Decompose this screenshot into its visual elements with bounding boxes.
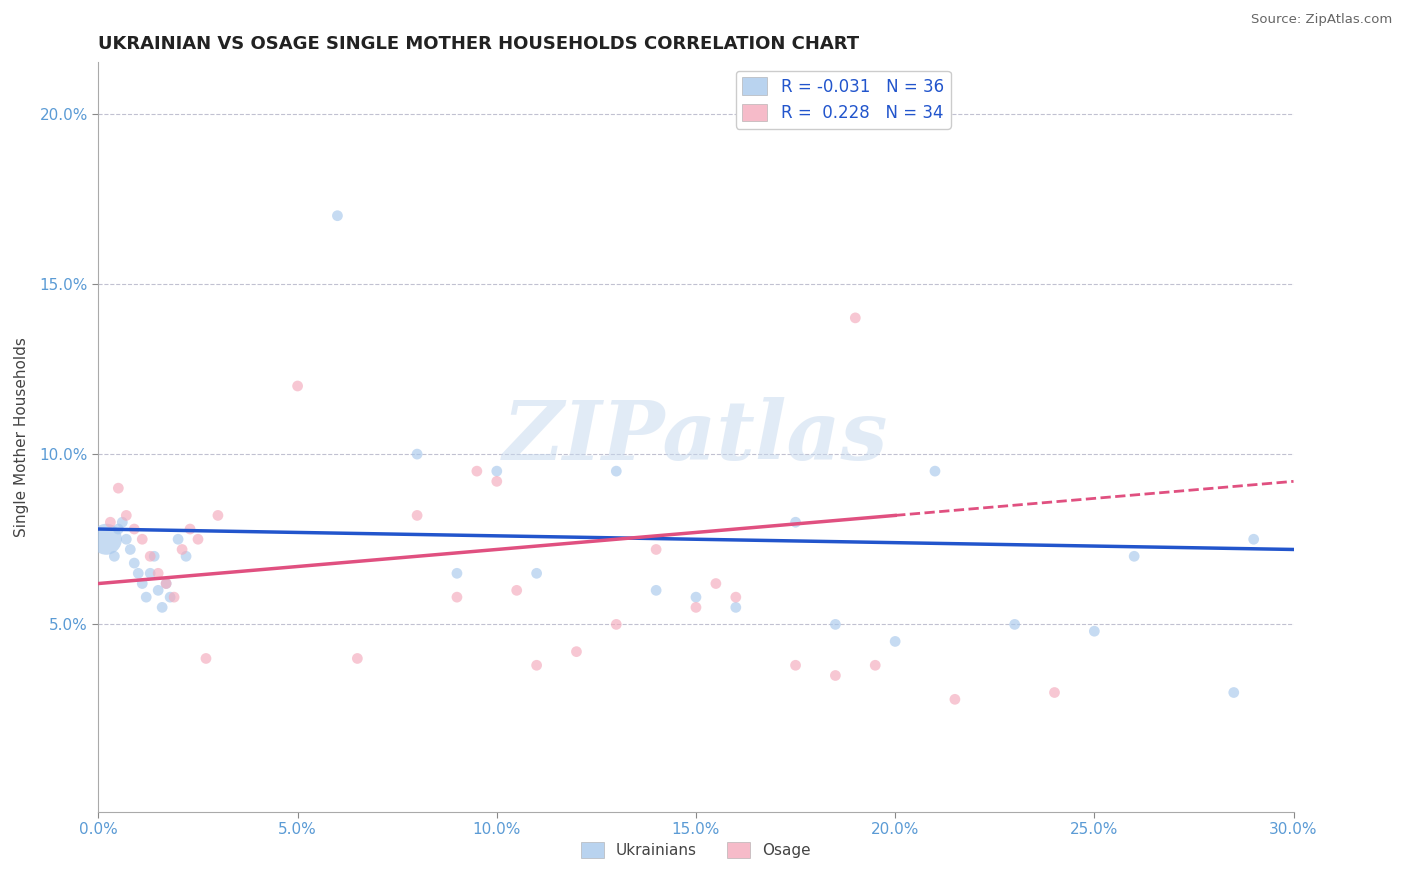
Point (179, 522, 201, 536)
Point (131, 576, 153, 591)
Point (155, 576, 177, 591)
Point (506, 583, 529, 598)
Text: ZIPatlas: ZIPatlas (503, 397, 889, 477)
Point (1123, 549, 1146, 564)
Point (326, 209, 349, 223)
Point (115, 533, 138, 547)
Point (526, 566, 548, 581)
Point (605, 464, 627, 478)
Point (172, 542, 194, 557)
Point (685, 590, 707, 604)
Point (526, 658, 548, 673)
Point (107, 522, 129, 536)
Point (1223, 685, 1246, 699)
Point (120, 542, 142, 557)
Point (135, 590, 157, 604)
Text: Source: ZipAtlas.com: Source: ZipAtlas.com (1251, 13, 1392, 27)
Text: UKRAINIAN VS OSAGE SINGLE MOTHER HOUSEHOLDS CORRELATION CHART: UKRAINIAN VS OSAGE SINGLE MOTHER HOUSEHO… (98, 35, 859, 53)
Point (1083, 624, 1105, 639)
Point (884, 634, 907, 648)
Point (167, 533, 190, 547)
Point (111, 515, 134, 529)
Point (287, 379, 309, 393)
Point (844, 310, 866, 325)
Point (107, 481, 129, 495)
Point (485, 475, 508, 489)
Point (98, 515, 122, 529)
Point (115, 508, 138, 523)
Point (148, 583, 170, 598)
Point (174, 549, 197, 564)
Point (565, 645, 588, 659)
Point (139, 549, 162, 564)
Point (446, 590, 468, 604)
Point (1243, 533, 1265, 547)
Point (131, 533, 153, 547)
Point (645, 542, 668, 557)
Point (645, 583, 668, 598)
Point (824, 617, 846, 632)
Point (163, 590, 186, 604)
Point (124, 522, 146, 536)
Point (724, 590, 747, 604)
Point (824, 668, 846, 682)
Point (785, 515, 807, 529)
Point (195, 651, 218, 665)
Point (139, 566, 162, 581)
Point (406, 508, 429, 523)
Point (148, 566, 170, 581)
Point (406, 447, 429, 461)
Point (943, 692, 966, 706)
Point (465, 464, 488, 478)
Point (446, 566, 468, 581)
Point (1004, 617, 1026, 632)
Point (1043, 685, 1066, 699)
Point (124, 556, 146, 570)
Point (346, 651, 368, 665)
Point (924, 464, 946, 478)
Point (605, 617, 627, 632)
Point (485, 464, 508, 478)
Point (127, 566, 149, 581)
Point (150, 600, 173, 615)
Point (685, 600, 707, 615)
Point (155, 576, 177, 591)
Point (785, 658, 807, 673)
Point (724, 600, 747, 615)
Point (704, 576, 727, 591)
Y-axis label: Single Mother Households: Single Mother Households (14, 337, 28, 537)
Point (187, 533, 209, 547)
Point (96, 533, 118, 547)
Point (159, 590, 181, 604)
Point (143, 549, 166, 564)
Legend: Ukrainians, Osage: Ukrainians, Osage (575, 836, 817, 864)
Point (207, 508, 229, 523)
Point (865, 658, 887, 673)
Point (103, 549, 125, 564)
